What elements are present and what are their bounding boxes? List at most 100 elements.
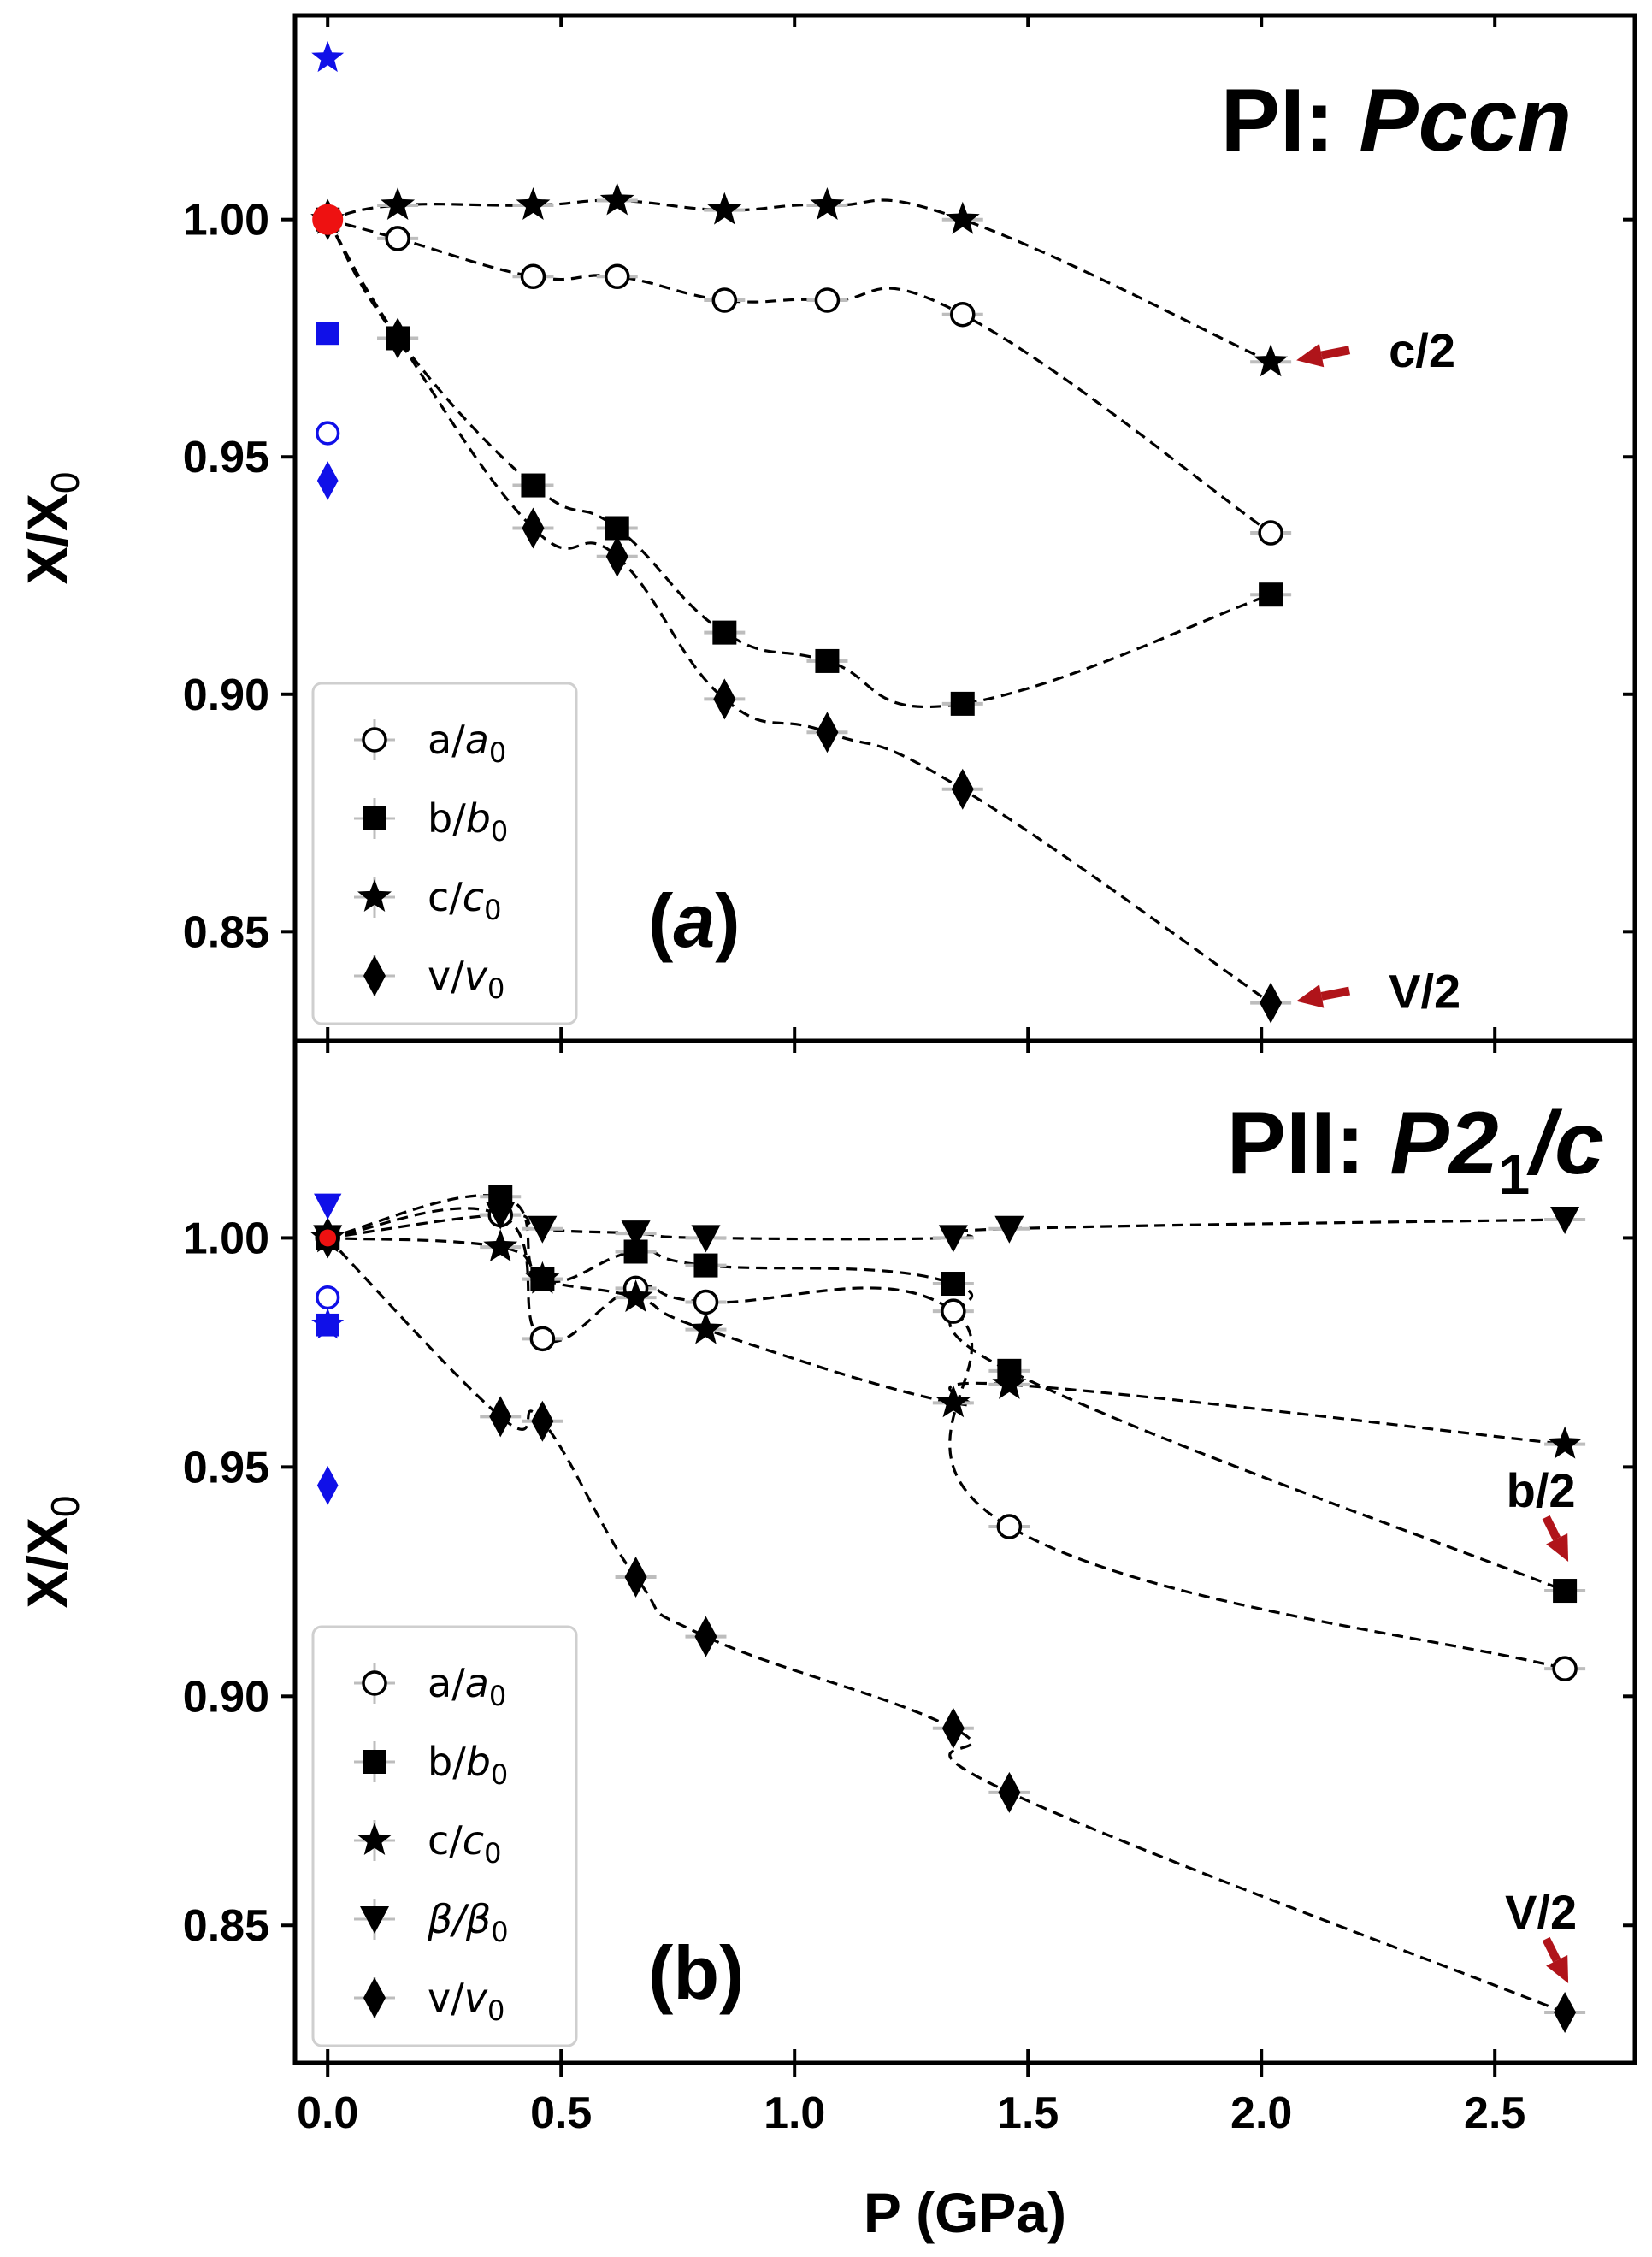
legend-label: v/v0 bbox=[428, 953, 504, 1005]
x-tick-label: 0.0 bbox=[297, 2089, 358, 2138]
annotation-arrowhead bbox=[1296, 984, 1325, 1008]
data-point-beta-beta0 bbox=[994, 1215, 1024, 1244]
annotation-arrow bbox=[1320, 986, 1351, 1001]
legend-marker-beta-beta0 bbox=[360, 1906, 389, 1934]
data-point-a-a0 bbox=[693, 1289, 719, 1315]
annotation-arrow bbox=[1542, 1936, 1561, 1963]
data-point-v-v0 bbox=[941, 1707, 965, 1749]
data-point-v-v0 bbox=[816, 712, 839, 753]
legend-marker-c-c0 bbox=[357, 1823, 392, 1855]
legend-marker-b-b0 bbox=[363, 806, 386, 830]
annotation-arrowhead bbox=[1546, 1533, 1569, 1563]
data-point-c-c0 bbox=[483, 1229, 518, 1262]
data-point-b-b0 bbox=[1553, 1579, 1578, 1604]
data-point-b-b0 bbox=[1259, 582, 1283, 607]
y-tick-label: 0.90 bbox=[183, 1672, 269, 1722]
panel-label: (b) bbox=[648, 1930, 744, 2015]
data-point-c-c0 bbox=[516, 187, 551, 220]
legend: a/a0 b/b0 c/c0 β/β0 v/v0 bbox=[311, 1625, 578, 2047]
y-axis-title: X/X0 bbox=[15, 472, 87, 585]
annotation-arrowhead bbox=[1546, 1954, 1569, 1984]
legend-label: b/b0 bbox=[428, 795, 508, 848]
legend-box bbox=[311, 1625, 578, 2047]
reference-point-circle-open bbox=[316, 1285, 340, 1310]
series-line-c-c0 bbox=[327, 198, 1271, 363]
annotation-label: c/2 bbox=[1389, 323, 1455, 377]
reference-point-square bbox=[316, 322, 339, 346]
annotation-label: b/2 bbox=[1507, 1463, 1576, 1517]
data-point-a-a0 bbox=[1552, 1656, 1578, 1681]
x-axis-title: P (GPa) bbox=[864, 2181, 1066, 2244]
data-point-a-a0 bbox=[814, 287, 841, 313]
data-point-c-c0 bbox=[688, 1311, 723, 1344]
data-point-a-a0 bbox=[1258, 520, 1283, 546]
data-point-b-b0 bbox=[693, 1253, 718, 1278]
legend-label: β/β0 bbox=[427, 1896, 509, 1948]
legend: a/a0 b/b0 c/c0 v/v0 bbox=[311, 682, 578, 1025]
reference-point-diamond bbox=[316, 461, 339, 500]
data-point-c-c0 bbox=[707, 192, 742, 225]
data-point-v-v0 bbox=[1554, 1992, 1577, 2034]
series-line-a-a0 bbox=[327, 1207, 1566, 1670]
data-point-v-v0 bbox=[951, 768, 974, 810]
legend-box bbox=[311, 682, 578, 1025]
x-tick-label: 1.0 bbox=[764, 2089, 825, 2138]
data-point-b-b0 bbox=[815, 648, 840, 673]
reference-point-star bbox=[311, 1308, 345, 1339]
data-point-v-v0 bbox=[713, 678, 736, 720]
series-line-a-a0 bbox=[327, 218, 1272, 535]
plot-frame bbox=[292, 1038, 1637, 2065]
legend-marker-a-a0 bbox=[362, 727, 387, 753]
legend-marker-v-v0 bbox=[363, 1977, 386, 2018]
data-point-beta-beta0 bbox=[691, 1225, 721, 1253]
panel-top: 0.85 0.90 0.95 1.00 X/X0 PI: Pccn (a) a/a0 b/b0 c… bbox=[15, 13, 1637, 1043]
annotation-arrow bbox=[1320, 346, 1351, 360]
legend-marker-v-v0 bbox=[363, 955, 386, 996]
data-point-a-a0 bbox=[711, 287, 738, 313]
data-point-a-a0 bbox=[604, 263, 630, 290]
series-line-v-v0 bbox=[327, 1237, 1566, 2014]
reference-point-triangle-down bbox=[314, 1193, 342, 1220]
data-point-v-v0 bbox=[624, 1556, 647, 1598]
data-point-beta-beta0 bbox=[486, 1202, 516, 1230]
legend-label: a/a0 bbox=[428, 717, 506, 769]
data-point-c-c0 bbox=[618, 1279, 653, 1313]
data-point-v-v0 bbox=[1260, 982, 1283, 1024]
origin-point bbox=[319, 1229, 337, 1247]
legend-label: c/c0 bbox=[428, 1817, 501, 1870]
data-point-c-c0 bbox=[1548, 1426, 1583, 1459]
legend-label: a/a0 bbox=[428, 1660, 506, 1712]
data-point-c-c0 bbox=[599, 182, 634, 216]
data-point-beta-beta0 bbox=[1550, 1206, 1580, 1234]
x-tick-label: 0.5 bbox=[530, 2089, 592, 2138]
series-line-b-b0 bbox=[327, 1194, 1566, 1592]
data-point-c-c0 bbox=[525, 1261, 560, 1294]
data-point-c-c0 bbox=[1254, 344, 1289, 377]
y-axis-title: X/X0 bbox=[15, 1496, 87, 1609]
y-tick-label: 0.90 bbox=[183, 671, 269, 720]
series-line-v-v0 bbox=[326, 218, 1272, 1004]
legend-marker-b-b0 bbox=[363, 1750, 386, 1774]
y-tick-label: 1.00 bbox=[183, 1214, 269, 1263]
data-point-v-v0 bbox=[531, 1400, 554, 1442]
data-point-a-a0 bbox=[529, 1326, 556, 1352]
legend-marker-a-a0 bbox=[362, 1670, 387, 1696]
data-point-b-b0 bbox=[950, 691, 975, 716]
annotation-arrow bbox=[1542, 1515, 1561, 1541]
data-point-a-a0 bbox=[941, 1298, 966, 1324]
data-point-c-c0 bbox=[935, 1385, 971, 1418]
data-point-v-v0 bbox=[489, 1396, 512, 1438]
y-tick-label: 0.85 bbox=[183, 1901, 269, 1951]
y-tick-label: 1.00 bbox=[183, 196, 269, 245]
y-tick-label: 0.95 bbox=[183, 1443, 269, 1492]
legend-label: c/c0 bbox=[428, 874, 501, 926]
data-point-b-b0 bbox=[941, 1272, 965, 1297]
data-point-a-a0 bbox=[385, 226, 410, 251]
data-point-v-v0 bbox=[694, 1616, 717, 1657]
data-point-a-a0 bbox=[996, 1514, 1023, 1539]
annotation-arrowhead bbox=[1296, 343, 1325, 368]
legend-label: v/v0 bbox=[428, 1975, 504, 2027]
origin-point bbox=[312, 204, 344, 235]
legend-label: b/b0 bbox=[428, 1739, 508, 1791]
